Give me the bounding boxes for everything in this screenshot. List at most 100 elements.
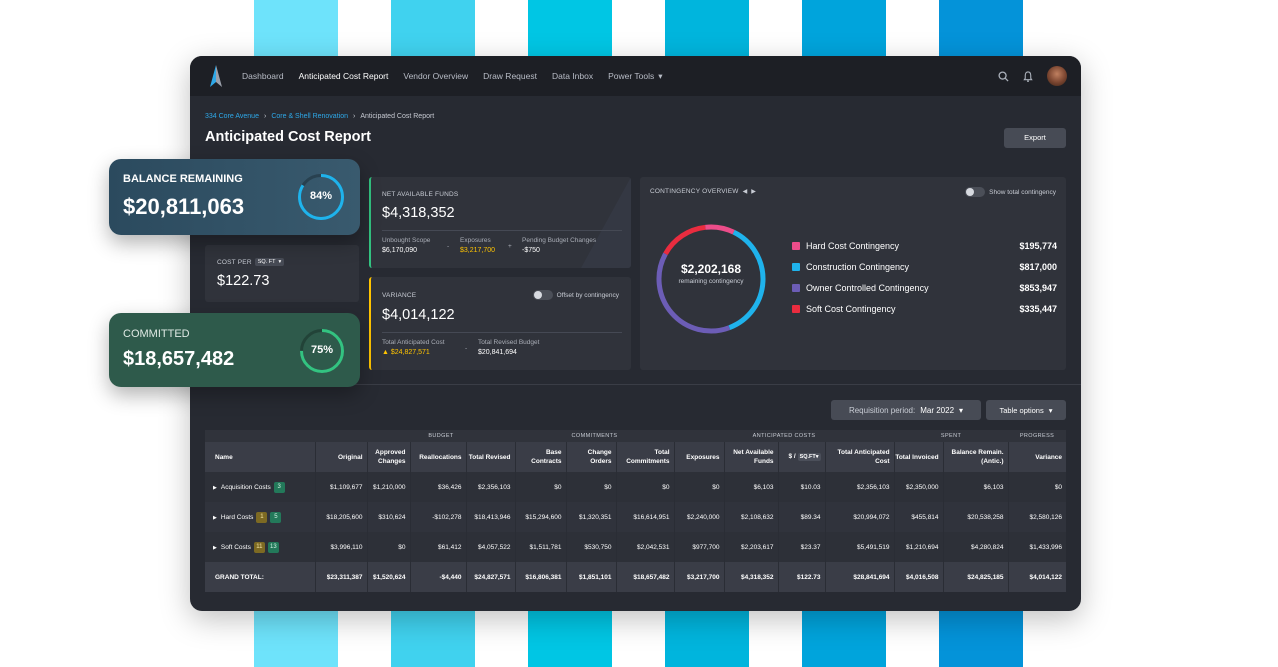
table-cell: $1,511,781 bbox=[514, 532, 567, 562]
breadcrumb-project[interactable]: 334 Core Avenue bbox=[205, 113, 259, 120]
group-progress: PROGRESS bbox=[1008, 430, 1067, 442]
unbought-label: Unbought Scope bbox=[382, 237, 431, 244]
grand-total-row: GRAND TOTAL: $23,311,387 $1,520,624 -$4,440… bbox=[205, 562, 1067, 592]
donut-segment bbox=[663, 224, 706, 256]
pending-value: -$750 bbox=[522, 247, 540, 254]
committed-progress-ring bbox=[300, 329, 344, 373]
legend-value: $817,000 bbox=[1019, 262, 1057, 272]
col-header[interactable]: Change Orders bbox=[565, 442, 617, 472]
table-row[interactable]: ▶ Soft Costs 11 13 $3,996,110 $0 $61,412 $4,057… bbox=[205, 532, 1067, 562]
show-total-toggle[interactable]: Show total contingency bbox=[965, 187, 1056, 197]
prev-arrow-icon[interactable]: ◀ bbox=[742, 189, 748, 195]
table-cell: $20,994,072 bbox=[824, 502, 895, 532]
table-cell: $16,806,381 bbox=[514, 562, 567, 592]
nav-item-power-tools[interactable]: Power Tools ▾ bbox=[608, 71, 662, 82]
table-cell: $0 bbox=[565, 472, 617, 502]
col-header[interactable]: Total Revised bbox=[465, 442, 516, 472]
col-header[interactable]: Reallocations bbox=[409, 442, 466, 472]
total-revised-value: $20,841,694 bbox=[478, 349, 517, 356]
col-header[interactable]: Name bbox=[205, 442, 315, 472]
group-commitments: COMMITMENTS bbox=[515, 430, 675, 442]
offset-toggle[interactable]: Offset by contingency bbox=[532, 290, 619, 300]
unit-select[interactable]: SQ.FT▾ bbox=[797, 453, 821, 461]
table-cell: $61,412 bbox=[409, 532, 466, 562]
col-header[interactable]: $ / SQ.FT▾ bbox=[777, 442, 826, 472]
committed-label: COMMITTED bbox=[123, 328, 190, 340]
search-icon[interactable] bbox=[998, 70, 1009, 82]
balance-remaining-card: BALANCE REMAINING $20,811,063 84% bbox=[109, 159, 360, 235]
next-arrow-icon[interactable]: ▶ bbox=[751, 189, 756, 195]
table-cell: $1,109,677 bbox=[314, 472, 367, 502]
col-header[interactable]: Approved Changes bbox=[366, 442, 410, 472]
page-title: Anticipated Cost Report bbox=[205, 129, 371, 145]
legend-swatch bbox=[792, 242, 800, 250]
col-header[interactable]: Total Commitments bbox=[615, 442, 675, 472]
table-row[interactable]: ▶ Hard Costs 1 5 $18,205,600 $310,624 -$102,27… bbox=[205, 502, 1067, 532]
col-header[interactable]: Total Invoiced bbox=[893, 442, 944, 472]
table-cell: $20,538,258 bbox=[942, 502, 1009, 532]
count-badge: 5 bbox=[270, 511, 282, 523]
bell-icon[interactable] bbox=[1023, 70, 1033, 82]
balance-percent: 84% bbox=[309, 190, 333, 202]
unit-select[interactable]: SQ. FT ▾ bbox=[254, 258, 285, 266]
cost-per-label: COST PER bbox=[217, 258, 252, 266]
row-name: Acquisition Costs bbox=[220, 483, 271, 491]
nav-item-vendor-overview[interactable]: Vendor Overview bbox=[403, 71, 469, 81]
requisition-period-select[interactable]: Requisition period: Mar 2022 ▾ bbox=[831, 400, 981, 420]
caret-right-icon[interactable]: ▶ bbox=[213, 514, 217, 521]
table-cell: $18,657,482 bbox=[615, 562, 675, 592]
cost-per-card: COST PER SQ. FT ▾ $122.73 bbox=[205, 245, 359, 302]
col-header[interactable]: Balance Remain. (Antic.) bbox=[942, 442, 1009, 472]
row-name-cell[interactable]: ▶ Hard Costs 1 5 bbox=[205, 502, 315, 532]
legend-name: Construction Contingency bbox=[806, 262, 910, 272]
contingency-card: CONTINGENCY OVERVIEW ◀ ▶ Show total conti… bbox=[640, 177, 1066, 370]
column-groups: BUDGET COMMITMENTS ANTICIPATED COSTS SPE… bbox=[205, 430, 1067, 442]
legend-item: Soft Cost Contingency $335,447 bbox=[792, 304, 1057, 314]
group-budget: BUDGET bbox=[367, 430, 516, 442]
nav-menu: Dashboard Anticipated Cost Report Vendor O… bbox=[242, 56, 678, 96]
table-cell: $23.37 bbox=[777, 532, 826, 562]
table-cell: $3,996,110 bbox=[314, 532, 367, 562]
caret-right-icon[interactable]: ▶ bbox=[213, 484, 217, 491]
nav-item-draw-request[interactable]: Draw Request bbox=[483, 71, 537, 81]
table-cell: $28,841,694 bbox=[824, 562, 895, 592]
col-header[interactable]: Net Available Funds bbox=[723, 442, 779, 472]
legend-value: $335,447 bbox=[1019, 304, 1057, 314]
table-cell: $0 bbox=[366, 532, 410, 562]
warning-icon: ▲ bbox=[382, 349, 389, 356]
caret-right-icon[interactable]: ▶ bbox=[213, 544, 217, 551]
total-revised-label: Total Revised Budget bbox=[478, 339, 540, 346]
table-cell: -$4,440 bbox=[409, 562, 466, 592]
col-header[interactable]: Exposures bbox=[673, 442, 725, 472]
export-button[interactable]: Export bbox=[1004, 128, 1066, 148]
row-name-cell[interactable]: ▶ Soft Costs 11 13 bbox=[205, 532, 315, 562]
row-name-cell[interactable]: ▶ Acquisition Costs 3 bbox=[205, 472, 315, 502]
col-header[interactable]: Original bbox=[314, 442, 367, 472]
col-header[interactable]: Total Anticipated Cost bbox=[824, 442, 895, 472]
nav-item-data-inbox[interactable]: Data Inbox bbox=[551, 71, 594, 81]
table-options-button[interactable]: Table options ▾ bbox=[986, 400, 1066, 420]
chevron-right-icon: › bbox=[352, 113, 356, 120]
donut-segment bbox=[728, 229, 766, 330]
table-row[interactable]: ▶ Acquisition Costs 3 $1,109,677 $1,210,000 $… bbox=[205, 472, 1067, 502]
toggle-switch[interactable] bbox=[965, 187, 986, 197]
col-header[interactable]: Variance bbox=[1007, 442, 1067, 472]
user-avatar[interactable] bbox=[1047, 66, 1067, 86]
table-cell: $23,311,387 bbox=[314, 562, 367, 592]
table-cell: $36,426 bbox=[409, 472, 466, 502]
col-header[interactable]: Base Contracts bbox=[514, 442, 567, 472]
nav-item-anticipated-cost-report[interactable]: Anticipated Cost Report bbox=[298, 71, 389, 81]
breadcrumb-renovation[interactable]: Core & Shell Renovation bbox=[271, 113, 348, 120]
table-cell: $122.73 bbox=[777, 562, 826, 592]
balance-progress-ring bbox=[298, 174, 344, 220]
minus-op: - bbox=[447, 243, 450, 250]
donut-segment bbox=[656, 252, 731, 334]
nav-item-dashboard[interactable]: Dashboard bbox=[242, 71, 284, 81]
table-cell: $4,014,122 bbox=[1007, 562, 1067, 592]
group-spent: SPENT bbox=[894, 430, 1009, 442]
legend-value: $195,774 bbox=[1019, 241, 1057, 251]
table-cell: $2,580,126 bbox=[1007, 502, 1067, 532]
toggle-switch[interactable] bbox=[532, 290, 553, 300]
table-cell: $1,320,351 bbox=[565, 502, 617, 532]
table-cell: $530,750 bbox=[565, 532, 617, 562]
